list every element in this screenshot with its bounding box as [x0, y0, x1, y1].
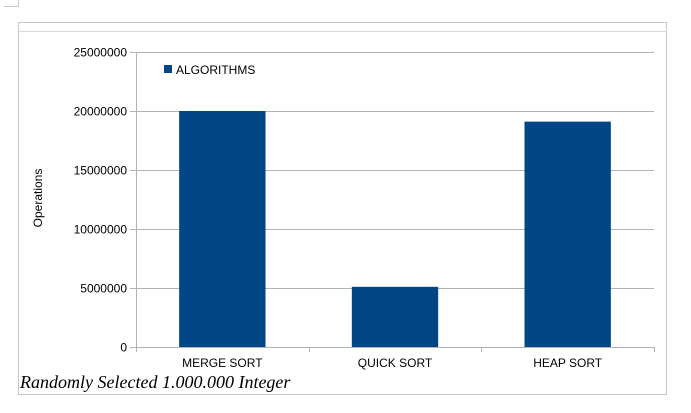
chart-frame — [18, 22, 667, 395]
y-tick-label: 15000000 — [74, 164, 128, 178]
y-tick-label: 5000000 — [80, 282, 127, 296]
x-tick-label: MERGE SORT — [182, 356, 263, 370]
chart-frame-inner-line — [18, 31, 667, 32]
legend-label: ALGORITHMS — [176, 63, 255, 77]
y-tick-label: 25000000 — [74, 46, 128, 60]
y-tick-label: 0 — [120, 341, 127, 355]
x-axis-ticks: MERGE SORT QUICK SORT HEAP SORT — [136, 347, 655, 370]
legend-swatch — [164, 65, 172, 73]
y-axis-title: Operations — [31, 169, 45, 228]
bar — [179, 111, 266, 347]
x-tick-label: HEAP SORT — [533, 356, 603, 370]
x-tick-label: QUICK SORT — [358, 356, 433, 370]
bar — [351, 286, 439, 347]
y-tick-label: 10000000 — [74, 223, 128, 237]
bar — [524, 121, 611, 348]
legend: ALGORITHMS — [164, 63, 255, 77]
y-axis-ticks: 0 5000000 10000000 15000000 20000000 25000000 — [74, 46, 136, 355]
chart-caption: Randomly Selected 1.000.000 Integer — [20, 372, 291, 392]
page-corner-mark — [4, 0, 19, 7]
y-tick-label: 20000000 — [74, 105, 128, 119]
bars — [179, 111, 611, 348]
